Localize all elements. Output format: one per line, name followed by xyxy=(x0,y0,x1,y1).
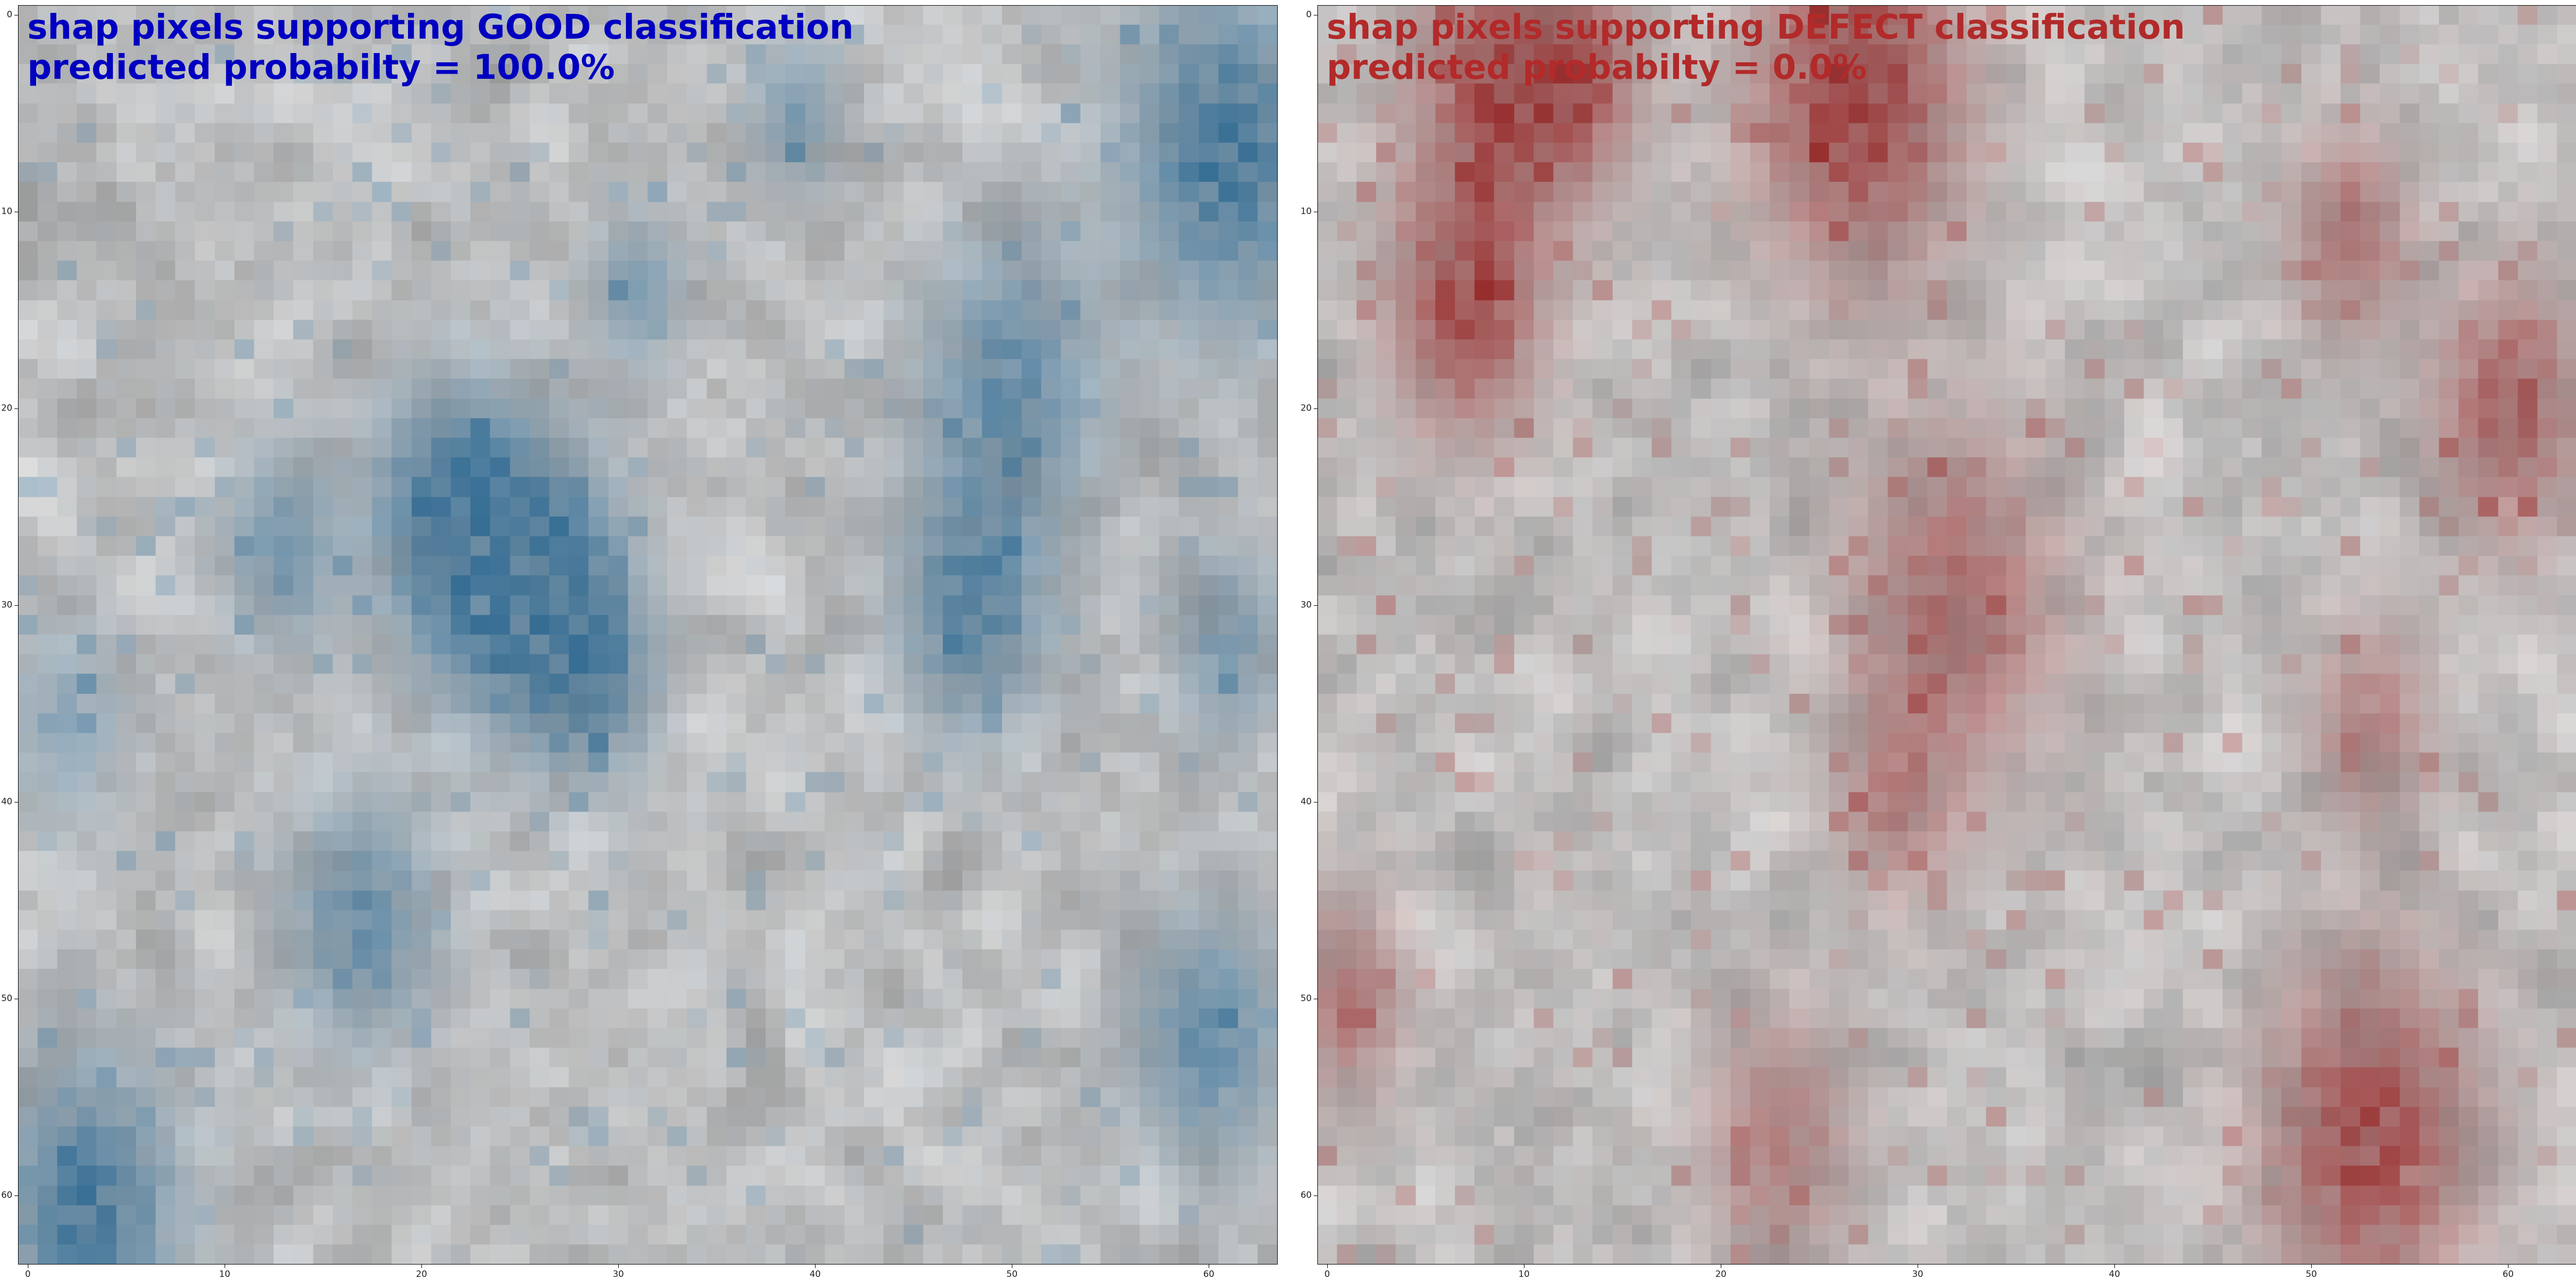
defect-shap-heatmap xyxy=(1317,5,2576,1265)
x-tick-mark xyxy=(1327,1265,1328,1268)
y-tick-mark xyxy=(1314,408,1317,409)
y-tick-label: 0 xyxy=(1306,9,1312,20)
y-tick-label: 50 xyxy=(1300,993,1312,1004)
x-tick-label: 20 xyxy=(416,1269,427,1279)
x-tick-label: 30 xyxy=(613,1269,624,1279)
y-tick-label: 30 xyxy=(1300,600,1312,610)
x-tick-label: 50 xyxy=(1006,1269,1018,1279)
x-tick-label: 60 xyxy=(1203,1269,1215,1279)
good-classification-panel: 0 10 20 30 40 50 60 0 10 20 30 40 50 60 shap pixels s… xyxy=(1,5,1278,1279)
defect-classification-panel: 0 10 20 30 40 50 60 0 10 20 30 40 50 60 shap pixels s… xyxy=(1300,5,2576,1279)
y-tick-label: 0 xyxy=(7,9,12,20)
x-tick-mark xyxy=(2114,1265,2115,1268)
y-tick-label: 30 xyxy=(1,600,12,610)
y-tick-label: 40 xyxy=(1,796,12,807)
y-tick-label: 20 xyxy=(1,403,12,414)
x-tick-label: 40 xyxy=(2109,1269,2121,1279)
y-tick-label: 40 xyxy=(1300,796,1312,807)
x-tick-label: 40 xyxy=(809,1269,821,1279)
good-title: shap pixels supporting GOOD classificati… xyxy=(27,7,854,47)
y-tick-label: 60 xyxy=(1300,1190,1312,1201)
x-tick-mark xyxy=(2508,1265,2509,1268)
y-tick-mark xyxy=(1314,605,1317,606)
y-tick-label: 10 xyxy=(1300,206,1312,217)
y-tick-label: 20 xyxy=(1300,403,1312,414)
good-probability-label: predicted probabilty = 100.0% xyxy=(27,47,615,87)
x-tick-label: 20 xyxy=(1715,1269,1726,1279)
y-tick-mark xyxy=(14,605,18,606)
y-tick-label: 50 xyxy=(1,993,12,1004)
good-shap-heatmap xyxy=(18,5,1278,1265)
defect-probability-label: predicted probabilty = 0.0% xyxy=(1327,47,1867,87)
y-tick-mark xyxy=(1314,1195,1317,1197)
y-tick-mark xyxy=(14,408,18,409)
x-tick-mark xyxy=(815,1265,816,1268)
x-tick-label: 10 xyxy=(1518,1269,1530,1279)
x-tick-mark xyxy=(2311,1265,2312,1268)
x-tick-label: 0 xyxy=(25,1269,31,1279)
x-tick-mark xyxy=(421,1265,422,1268)
x-tick-label: 60 xyxy=(2502,1269,2514,1279)
x-tick-mark xyxy=(618,1265,619,1268)
y-tick-mark xyxy=(14,1195,18,1197)
y-tick-label: 60 xyxy=(1,1190,12,1201)
x-tick-label: 50 xyxy=(2306,1269,2317,1279)
x-tick-label: 10 xyxy=(219,1269,230,1279)
defect-title: shap pixels supporting DEFECT classifica… xyxy=(1327,7,2185,47)
x-tick-label: 30 xyxy=(1912,1269,1924,1279)
y-tick-label: 10 xyxy=(1,206,12,217)
x-tick-label: 0 xyxy=(1324,1269,1330,1279)
